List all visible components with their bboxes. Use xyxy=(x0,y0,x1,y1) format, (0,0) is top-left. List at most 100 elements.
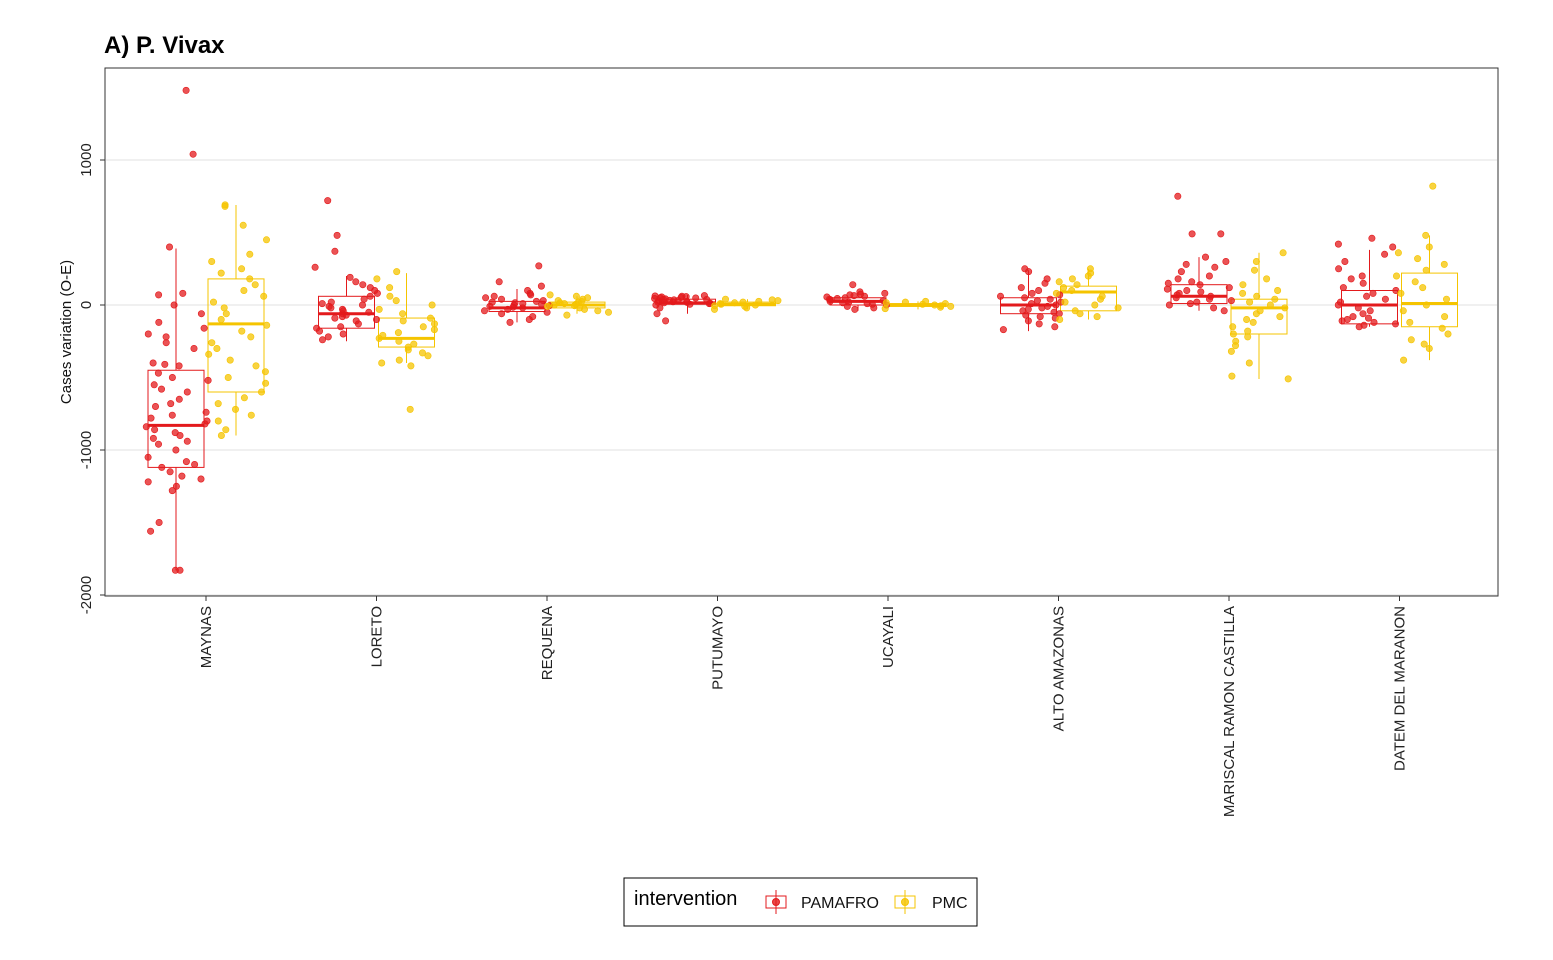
data-point xyxy=(495,278,503,286)
data-point xyxy=(922,297,930,305)
data-point xyxy=(1249,318,1257,326)
data-point xyxy=(358,301,366,309)
data-point xyxy=(324,197,332,205)
data-point xyxy=(1035,320,1043,328)
data-point xyxy=(410,340,418,348)
data-point xyxy=(1245,359,1253,367)
data-point xyxy=(261,368,269,376)
data-point xyxy=(1281,304,1289,312)
data-point xyxy=(197,475,205,483)
data-point xyxy=(327,298,335,306)
data-point xyxy=(1276,313,1284,321)
data-point xyxy=(511,299,519,307)
data-point xyxy=(488,298,496,306)
data-point xyxy=(210,298,218,306)
data-point xyxy=(1354,304,1362,312)
data-point xyxy=(1422,266,1430,274)
data-point xyxy=(1337,298,1345,306)
data-point xyxy=(1341,257,1349,265)
box-iqr xyxy=(1060,285,1117,312)
data-point xyxy=(931,301,939,309)
data-point xyxy=(1438,324,1446,332)
data-point xyxy=(658,293,666,301)
data-point xyxy=(1207,292,1215,300)
data-point xyxy=(147,414,155,422)
data-point xyxy=(155,318,163,326)
data-point xyxy=(1400,356,1408,364)
legend-key-point xyxy=(772,898,780,906)
data-point xyxy=(604,308,612,316)
data-point xyxy=(386,292,394,300)
data-point xyxy=(490,292,498,300)
data-point xyxy=(375,305,383,313)
data-point xyxy=(1440,260,1448,268)
data-point xyxy=(1370,318,1378,326)
data-point xyxy=(247,333,255,341)
data-point xyxy=(846,291,854,299)
data-point xyxy=(1068,286,1076,294)
data-point xyxy=(1334,240,1342,248)
data-point xyxy=(373,275,381,283)
data-point xyxy=(393,268,401,276)
data-point xyxy=(1266,301,1274,309)
data-point xyxy=(1422,231,1430,239)
data-point xyxy=(155,440,163,448)
y-axis: -2000 -1000 0 1000 xyxy=(78,143,105,614)
data-point xyxy=(183,388,191,396)
data-point xyxy=(594,307,602,315)
data-point xyxy=(1244,333,1252,341)
data-point xyxy=(246,275,254,283)
data-point xyxy=(183,437,191,445)
data-point xyxy=(220,304,228,312)
data-point xyxy=(497,295,505,303)
data-point xyxy=(337,323,345,331)
data-point xyxy=(262,379,270,387)
data-point xyxy=(189,150,197,158)
data-point xyxy=(863,300,871,308)
data-point xyxy=(1068,275,1076,283)
data-point xyxy=(999,326,1007,334)
data-point xyxy=(1056,315,1064,323)
data-point xyxy=(755,297,763,305)
y-axis-title: Cases variation (O-E) xyxy=(58,260,75,404)
data-point xyxy=(162,333,170,341)
data-point xyxy=(1035,286,1043,294)
data-point xyxy=(1188,278,1196,286)
data-point xyxy=(178,472,186,480)
data-point xyxy=(947,302,955,310)
x-tick-label: MARISCAL RAMON CASTILLA xyxy=(1221,606,1238,817)
data-point xyxy=(1028,300,1036,308)
x-tick-label: MAYNAS xyxy=(198,606,215,668)
data-point xyxy=(1227,347,1235,355)
data-point xyxy=(1098,292,1106,300)
data-point xyxy=(546,291,554,299)
data-point xyxy=(208,257,216,265)
data-point xyxy=(331,314,339,322)
x-axis: MAYNAS LORETO REQUENA PUTUMAYO UCAYALI ALTO A… xyxy=(198,596,1409,817)
data-point xyxy=(150,381,158,389)
data-point xyxy=(498,310,506,318)
data-point xyxy=(537,282,545,290)
legend-label: PMC xyxy=(932,895,968,912)
data-point xyxy=(247,411,255,419)
data-point xyxy=(1222,257,1230,265)
data-point xyxy=(168,411,176,419)
data-point xyxy=(239,221,247,229)
data-point xyxy=(232,405,240,413)
data-point xyxy=(263,321,271,329)
data-point xyxy=(1279,249,1287,257)
data-point xyxy=(1271,295,1279,303)
data-point xyxy=(372,315,380,323)
data-point xyxy=(424,352,432,360)
box-iqr xyxy=(1401,272,1458,328)
data-point xyxy=(142,423,150,431)
data-point xyxy=(1163,285,1171,293)
data-point xyxy=(331,247,339,255)
data-point xyxy=(1363,292,1371,300)
data-point xyxy=(166,243,174,251)
data-point xyxy=(392,297,400,305)
data-point xyxy=(1358,272,1366,280)
data-point xyxy=(1024,305,1032,313)
data-point xyxy=(1229,323,1237,331)
data-point xyxy=(224,373,232,381)
